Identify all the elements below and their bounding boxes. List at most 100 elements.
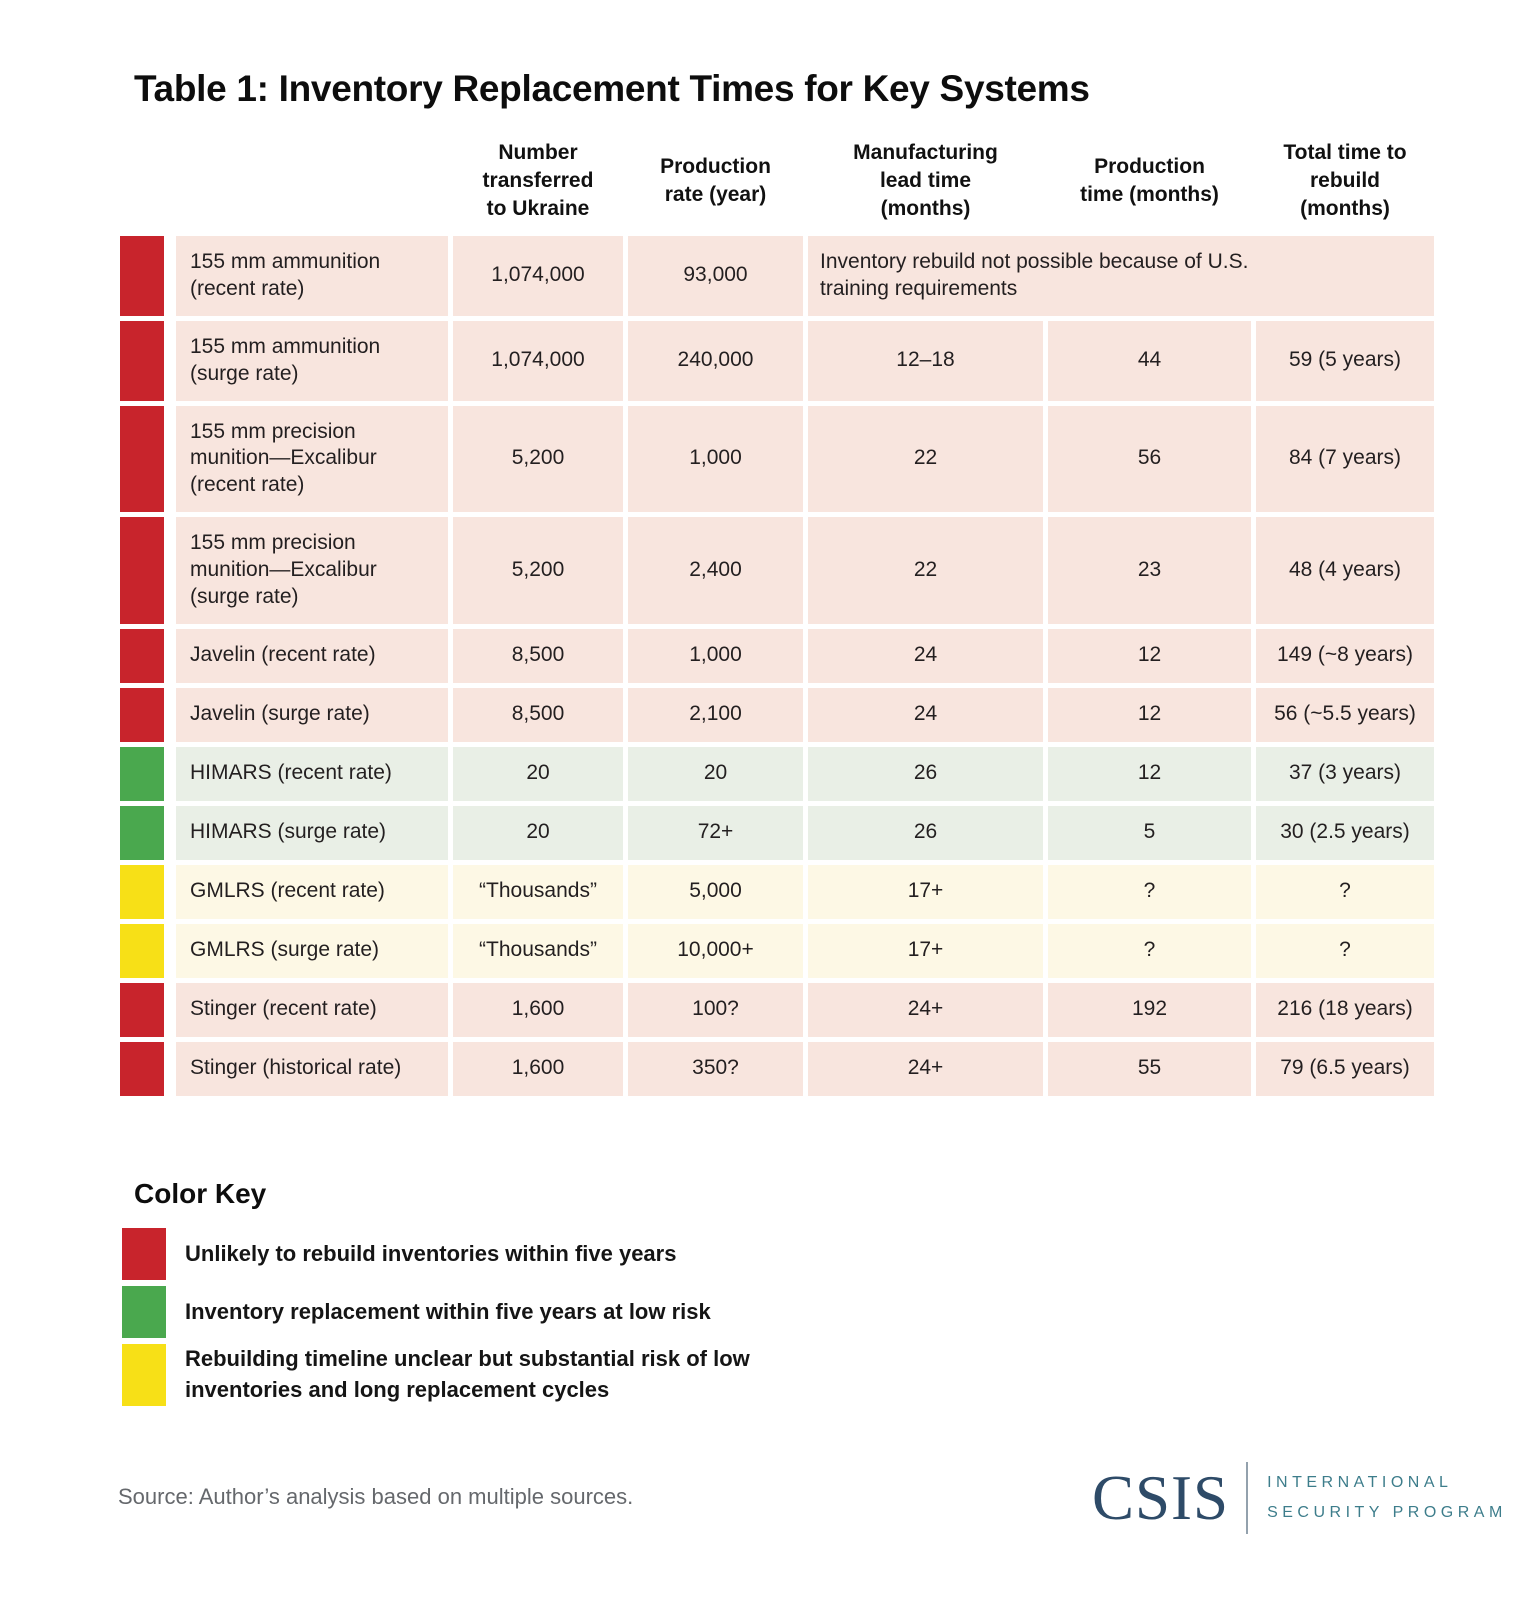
total-time-cell: 37 (3 years) <box>1256 746 1434 801</box>
column-header: Production time (months) <box>1080 155 1219 206</box>
system-name-cell: Javelin (surge rate) <box>176 687 448 742</box>
production-rate-cell: 72+ <box>628 805 803 860</box>
status-indicator-red <box>120 236 164 316</box>
production-rate-cell: 1,000 <box>628 628 803 683</box>
inventory-table: Number transferred to Ukraine Production … <box>120 132 1440 1101</box>
transferred-cell: “Thousands” <box>453 864 623 919</box>
total-time-cell: 56 (~5.5 years) <box>1256 687 1434 742</box>
system-name-cell: Stinger (historical rate) <box>176 1041 448 1096</box>
table-row: 155 mm precision munition—Excalibur (sur… <box>120 517 1440 624</box>
production-time-cell: 23 <box>1048 517 1251 624</box>
status-indicator-red <box>120 320 164 401</box>
production-rate-cell: 93,000 <box>628 236 803 316</box>
legend-label: Rebuilding timeline unclear but substant… <box>185 1346 750 1402</box>
total-time-cell: 48 (4 years) <box>1256 517 1434 624</box>
legend-item-green: Inventory replacement within five years … <box>122 1286 835 1338</box>
column-header: Manufacturing lead time (months) <box>853 141 998 220</box>
table-row: Javelin (recent rate) 8,500 1,000 24 12 149 (… <box>120 628 1440 683</box>
total-time-cell: ? <box>1256 923 1434 978</box>
lead-time-cell: 24 <box>808 628 1043 683</box>
status-indicator-yellow <box>120 923 164 978</box>
lead-time-cell: 24+ <box>808 982 1043 1037</box>
total-time-cell: 216 (18 years) <box>1256 982 1434 1037</box>
status-indicator-green <box>120 805 164 860</box>
production-time-cell: 5 <box>1048 805 1251 860</box>
total-time-cell: 59 (5 years) <box>1256 320 1434 401</box>
column-header: Total time to rebuild (months) <box>1283 141 1407 220</box>
lead-time-cell: 17+ <box>808 923 1043 978</box>
legend-label: Unlikely to rebuild inventories within f… <box>185 1240 677 1266</box>
transferred-cell: 5,200 <box>453 517 623 624</box>
lead-time-cell: 12–18 <box>808 320 1043 401</box>
table-row: HIMARS (surge rate) 20 72+ 26 5 30 (2.5 years… <box>120 805 1440 860</box>
system-name-cell: Javelin (recent rate) <box>176 628 448 683</box>
lead-time-cell: 17+ <box>808 864 1043 919</box>
system-name-cell: 155 mm ammunition (recent rate) <box>176 236 448 316</box>
production-rate-cell: 1,000 <box>628 405 803 513</box>
logo-divider <box>1246 1462 1249 1534</box>
color-key-legend: Unlikely to rebuild inventories within f… <box>122 1228 835 1406</box>
lead-time-cell: 26 <box>808 746 1043 801</box>
table-row: 155 mm ammunition (surge rate) 1,074,000 2… <box>120 320 1440 401</box>
production-time-cell: 55 <box>1048 1041 1251 1096</box>
system-name-cell: Stinger (recent rate) <box>176 982 448 1037</box>
transferred-cell: 8,500 <box>453 687 623 742</box>
production-time-cell: 12 <box>1048 628 1251 683</box>
production-rate-cell: 2,100 <box>628 687 803 742</box>
transferred-cell: 8,500 <box>453 628 623 683</box>
lead-time-cell: 24 <box>808 687 1043 742</box>
legend-item-red: Unlikely to rebuild inventories within f… <box>122 1228 835 1280</box>
system-name-cell: 155 mm ammunition (surge rate) <box>176 320 448 401</box>
production-time-cell: ? <box>1048 864 1251 919</box>
status-indicator-red <box>120 982 164 1037</box>
total-time-cell: ? <box>1256 864 1434 919</box>
table-row: 155 mm precision munition—Excalibur (rec… <box>120 405 1440 513</box>
status-indicator-red <box>120 687 164 742</box>
program-name: INTERNATIONAL SECURITY PROGRAM <box>1267 1468 1507 1527</box>
production-time-cell: 56 <box>1048 405 1251 513</box>
lead-time-cell: 26 <box>808 805 1043 860</box>
transferred-cell: 1,074,000 <box>453 236 623 316</box>
transferred-cell: 20 <box>453 746 623 801</box>
legend-label: Inventory replacement within five years … <box>185 1298 711 1324</box>
lead-time-cell: 22 <box>808 405 1043 513</box>
production-rate-cell: 350? <box>628 1041 803 1096</box>
lead-time-cell: 24+ <box>808 1041 1043 1096</box>
legend-item-yellow: Rebuilding timeline unclear but substant… <box>122 1344 835 1406</box>
program-line-2: SECURITY PROGRAM <box>1267 1504 1507 1521</box>
production-rate-cell: 2,400 <box>628 517 803 624</box>
system-name-cell: HIMARS (surge rate) <box>176 805 448 860</box>
system-name-cell: 155 mm precision munition—Excalibur (rec… <box>176 405 448 513</box>
status-indicator-green <box>120 746 164 801</box>
system-name-cell: GMLRS (surge rate) <box>176 923 448 978</box>
lead-time-cell: 22 <box>808 517 1043 624</box>
column-header: Number transferred to Ukraine <box>482 141 594 220</box>
production-rate-cell: 10,000+ <box>628 923 803 978</box>
table-row: Stinger (recent rate) 1,600 100? 24+ 192 216 … <box>120 982 1440 1037</box>
transferred-cell: 5,200 <box>453 405 623 513</box>
table-row: GMLRS (recent rate) “Thousands” 5,000 17+?? <box>120 864 1440 919</box>
legend-swatch-green <box>122 1286 166 1338</box>
transferred-cell: 20 <box>453 805 623 860</box>
total-time-cell: 79 (6.5 years) <box>1256 1041 1434 1096</box>
note-cell: Inventory rebuild not possible because o… <box>808 236 1434 316</box>
program-line-1: INTERNATIONAL <box>1267 1474 1453 1492</box>
system-name-cell: 155 mm precision munition—Excalibur (sur… <box>176 517 448 624</box>
production-rate-cell: 5,000 <box>628 864 803 919</box>
csis-logo-text: CSIS <box>1092 1462 1230 1533</box>
legend-swatch-yellow <box>122 1344 166 1406</box>
table-body: 155 mm ammunition (recent rate) 1,074,000… <box>120 236 1440 1096</box>
production-time-cell: 12 <box>1048 687 1251 742</box>
production-rate-cell: 20 <box>628 746 803 801</box>
status-indicator-red <box>120 1041 164 1096</box>
transferred-cell: 1,074,000 <box>453 320 623 401</box>
status-indicator-red <box>120 628 164 683</box>
table-row: Javelin (surge rate) 8,500 2,100 24 12 56 (~5… <box>120 687 1440 742</box>
status-indicator-red <box>120 517 164 624</box>
status-indicator-yellow <box>120 864 164 919</box>
table-row: 155 mm ammunition (recent rate) 1,074,000… <box>120 236 1440 316</box>
production-rate-cell: 100? <box>628 982 803 1037</box>
column-header: Production rate (year) <box>660 155 771 206</box>
production-time-cell: 44 <box>1048 320 1251 401</box>
production-time-cell: 12 <box>1048 746 1251 801</box>
